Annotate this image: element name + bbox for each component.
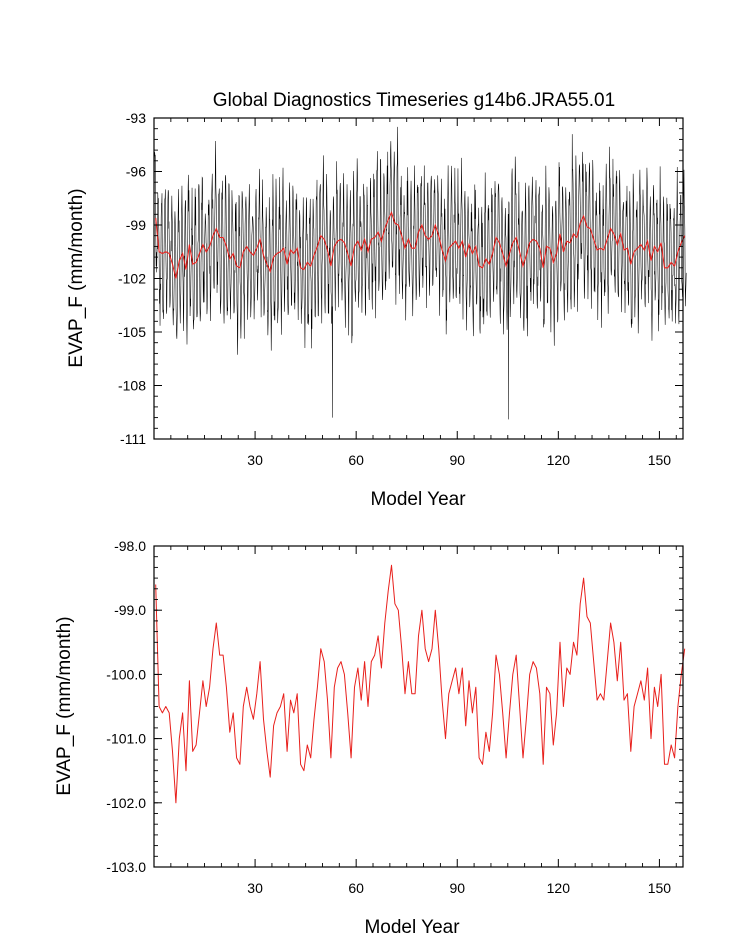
x-tick-label: 30 [247, 880, 263, 896]
x-tick-label: 90 [449, 452, 465, 468]
bottom-y-axis-label: EVAP_F (mm/month) [54, 616, 75, 795]
x-tick-label: 120 [547, 452, 571, 468]
y-tick-label: -108 [118, 378, 146, 394]
x-tick-label: 60 [348, 452, 364, 468]
bottom-x-axis-label: Model Year [364, 917, 460, 938]
top-y-axis-label: EVAP_F (mm/month) [66, 188, 87, 367]
bottom-plot-area [155, 564, 686, 804]
y-tick-label: -111 [120, 431, 146, 447]
y-tick-label: -96 [126, 164, 146, 180]
y-tick-label: -93 [126, 110, 146, 126]
top-panel: Global Diagnostics Timeseries g14b6.JRA5… [66, 90, 687, 510]
top-ticks: -93 -96 -99 -102 -105 -108 -111 30 60 90 120 150 [118, 110, 683, 468]
annual-mean-overlay-line [155, 210, 686, 279]
x-tick-label: 150 [648, 880, 672, 896]
x-tick-label: 30 [247, 452, 263, 468]
y-tick-label: -99 [126, 217, 146, 233]
top-x-axis-label: Model Year [370, 489, 466, 510]
bottom-panel: -98.0 -99.0 -100.0 -101.0 -102.0 -103.0 30 60 90… [54, 538, 686, 938]
y-tick-label: -98.0 [114, 538, 146, 554]
x-tick-label: 90 [449, 880, 465, 896]
y-tick-label: -101.0 [106, 731, 146, 747]
y-tick-label: -99.0 [114, 602, 146, 618]
x-tick-label: 60 [348, 880, 364, 896]
y-tick-label: -102.0 [106, 795, 146, 811]
monthly-line [153, 126, 687, 420]
bottom-plot-frame [153, 545, 684, 868]
chart-title: Global Diagnostics Timeseries g14b6.JRA5… [213, 90, 615, 111]
y-tick-label: -103.0 [106, 859, 146, 875]
y-tick-label: -102 [118, 271, 146, 287]
y-tick-label: -100.0 [106, 666, 146, 682]
x-tick-label: 120 [547, 880, 571, 896]
annual-mean-line [155, 564, 686, 804]
y-tick-label: -105 [118, 324, 146, 340]
bottom-ticks: -98.0 -99.0 -100.0 -101.0 -102.0 -103.0 30 60 90… [106, 538, 683, 896]
x-tick-label: 150 [648, 452, 672, 468]
top-plot-area [153, 126, 687, 420]
